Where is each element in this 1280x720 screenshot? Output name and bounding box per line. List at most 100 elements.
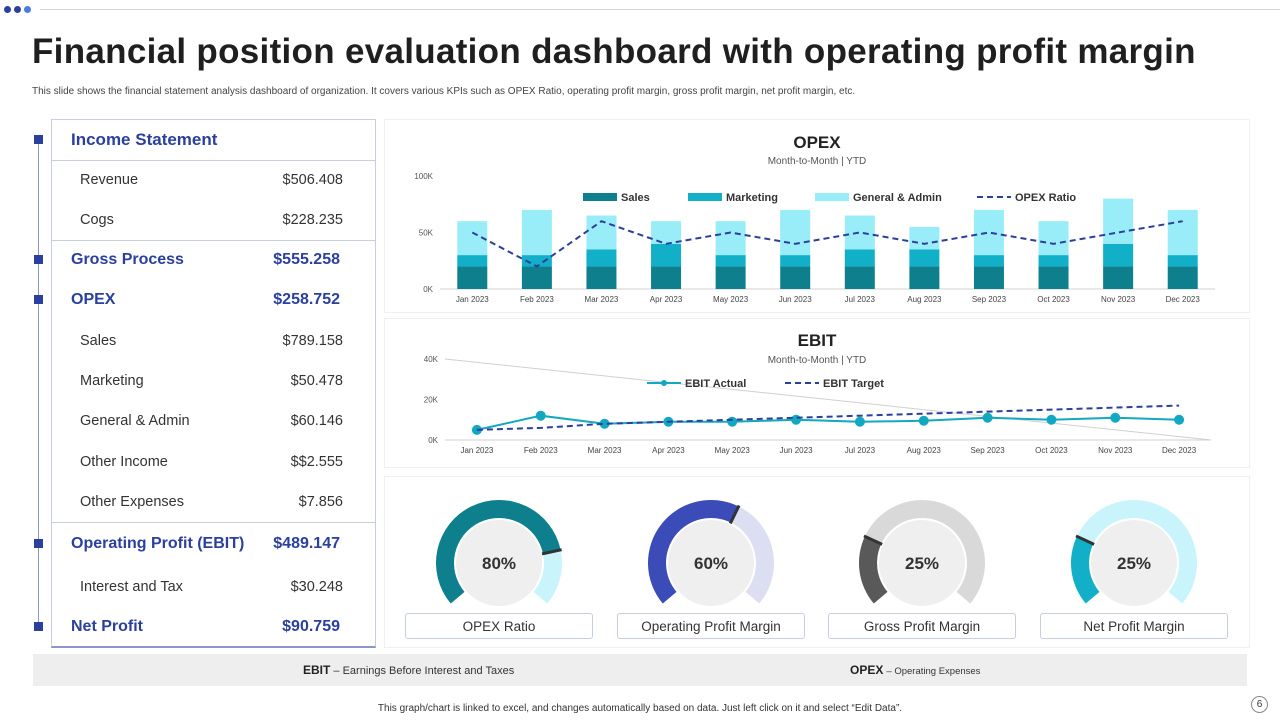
gauge-track <box>859 500 985 604</box>
gauge-fill <box>436 500 561 604</box>
ebit-chart-title: EBIT <box>797 331 837 350</box>
opex-ratio-line <box>471 220 1183 268</box>
opex-bar-sales <box>909 266 940 289</box>
legend-label: EBIT Actual <box>685 378 746 390</box>
gauge-center <box>456 520 542 606</box>
ebit-x-tick: Nov 2023 <box>1098 446 1133 455</box>
table-row: Other Income $$2.555 <box>52 442 375 482</box>
legend-label: Sales <box>621 192 650 204</box>
gauge-needle <box>863 534 883 546</box>
opex-bar-marketing <box>715 255 746 267</box>
opex-x-tick: Dec 2023 <box>1166 295 1201 304</box>
row-value: $789.158 <box>282 333 343 349</box>
row-label: General & Admin <box>80 413 190 429</box>
gauges-panel: 80% 60% 25% 25% OPEX Ratio Operating Profit … <box>384 476 1250 648</box>
ebit-y-tick: 40K <box>424 355 439 364</box>
footer-legend-bar: EBIT – Earnings Before Interest and Taxe… <box>33 654 1247 686</box>
opex-x-tick: Sep 2023 <box>972 295 1007 304</box>
row-label: Net Profit <box>71 618 143 635</box>
row-label: Operating Profit (EBIT) <box>71 535 245 552</box>
timeline-marker <box>34 295 43 304</box>
gauge-needle <box>541 548 562 556</box>
opex-bar-general-admin <box>521 209 552 256</box>
row-label: Other Expenses <box>80 494 184 510</box>
timeline-marker <box>34 622 43 631</box>
gauge-center <box>879 520 965 606</box>
timeline-marker <box>34 135 43 144</box>
row-label: OPEX <box>71 291 116 308</box>
row-value: $7.856 <box>298 494 343 510</box>
legend-marker <box>661 380 667 386</box>
income-statement-table: Income Statement Revenue $506.408 Cogs $228.… <box>51 119 376 648</box>
opex-bar-sales <box>844 266 875 289</box>
row-value: $489.147 <box>273 535 340 552</box>
opex-bar-sales <box>586 266 617 289</box>
table-row: Marketing $50.478 <box>52 361 375 401</box>
ebit-x-tick: Feb 2023 <box>524 446 558 455</box>
opex-x-tick: Jan 2023 <box>456 295 489 304</box>
gauge-label: Net Profit Margin <box>1040 613 1228 639</box>
table-row: Cogs $228.235 <box>52 200 375 240</box>
row-label: Marketing <box>80 373 144 389</box>
gauge-center <box>1091 520 1177 606</box>
ebit-chart-subtitle: Month-to-Month | YTD <box>767 355 867 366</box>
row-value: $50.478 <box>290 373 343 389</box>
opex-bar-sales <box>651 266 682 289</box>
opex-bar-marketing <box>521 255 552 267</box>
gauge-fill <box>1071 536 1100 604</box>
opex-bar-sales <box>521 266 552 289</box>
ebit-x-tick: Jan 2023 <box>460 446 493 455</box>
ebit-actual-point <box>982 412 993 423</box>
table-row: Interest and Tax $30.248 <box>52 567 375 607</box>
opex-bar-marketing <box>586 249 617 267</box>
table-divider <box>52 240 375 241</box>
opex-bar-marketing <box>457 255 488 267</box>
row-value: $$2.555 <box>290 454 343 470</box>
gauge-label: Operating Profit Margin <box>617 613 805 639</box>
gauges-svg: 80% 60% 25% 25% <box>436 500 1197 606</box>
opex-bar-general-admin <box>844 215 875 250</box>
row-value: $506.408 <box>282 172 343 188</box>
ebit-x-tick: Dec 2023 <box>1162 446 1197 455</box>
opex-bar-sales <box>973 266 1004 289</box>
opex-bar-marketing <box>651 243 682 267</box>
opex-x-tick: Oct 2023 <box>1037 295 1070 304</box>
table-row: Net Profit $90.759 <box>52 607 375 647</box>
gauge-value: 25% <box>905 554 939 573</box>
opex-bar-general-admin <box>780 209 811 256</box>
ebit-actual-point <box>535 410 546 421</box>
ebit-actual-point <box>599 418 610 429</box>
legend-label: Marketing <box>726 192 778 204</box>
header-line <box>40 9 1280 10</box>
opex-bar-general-admin <box>715 221 746 256</box>
footer-opex-abbr: OPEX <box>850 663 884 677</box>
excel-link-note: This graph/chart is linked to excel, and… <box>377 703 903 714</box>
opex-bar-sales <box>1103 266 1134 289</box>
page-title: Financial position evaluation dashboard … <box>32 32 1196 71</box>
row-label: Income Statement <box>71 130 218 149</box>
opex-x-tick: Feb 2023 <box>520 295 554 304</box>
gauge-label: OPEX Ratio <box>405 613 593 639</box>
ebit-x-tick: Jul 2023 <box>845 446 876 455</box>
table-row: Other Expenses $7.856 <box>52 482 375 522</box>
ebit-x-tick: Apr 2023 <box>652 446 685 455</box>
ebit-actual-point <box>1046 414 1057 425</box>
opex-bar-general-admin <box>1038 221 1069 256</box>
opex-bar-sales <box>780 266 811 289</box>
table-row: Sales $789.158 <box>52 321 375 361</box>
ebit-x-tick: Aug 2023 <box>907 446 942 455</box>
row-label: Revenue <box>80 172 139 188</box>
opex-bar-marketing <box>1167 255 1198 267</box>
table-divider <box>52 522 375 523</box>
opex-bar-marketing <box>1038 255 1069 267</box>
timeline-marker <box>34 255 43 264</box>
legend-label: OPEX Ratio <box>1015 192 1076 204</box>
legend-swatch <box>688 193 722 201</box>
gauge-fill <box>648 500 739 604</box>
legend-label: EBIT Target <box>823 378 884 390</box>
page-subtitle: This slide shows the financial statement… <box>32 86 856 97</box>
opex-chart-subtitle: Month-to-Month | YTD <box>767 156 867 167</box>
gauge-needle <box>728 504 741 525</box>
ebit-actual-point <box>1174 414 1185 425</box>
row-value: $228.235 <box>282 212 343 228</box>
